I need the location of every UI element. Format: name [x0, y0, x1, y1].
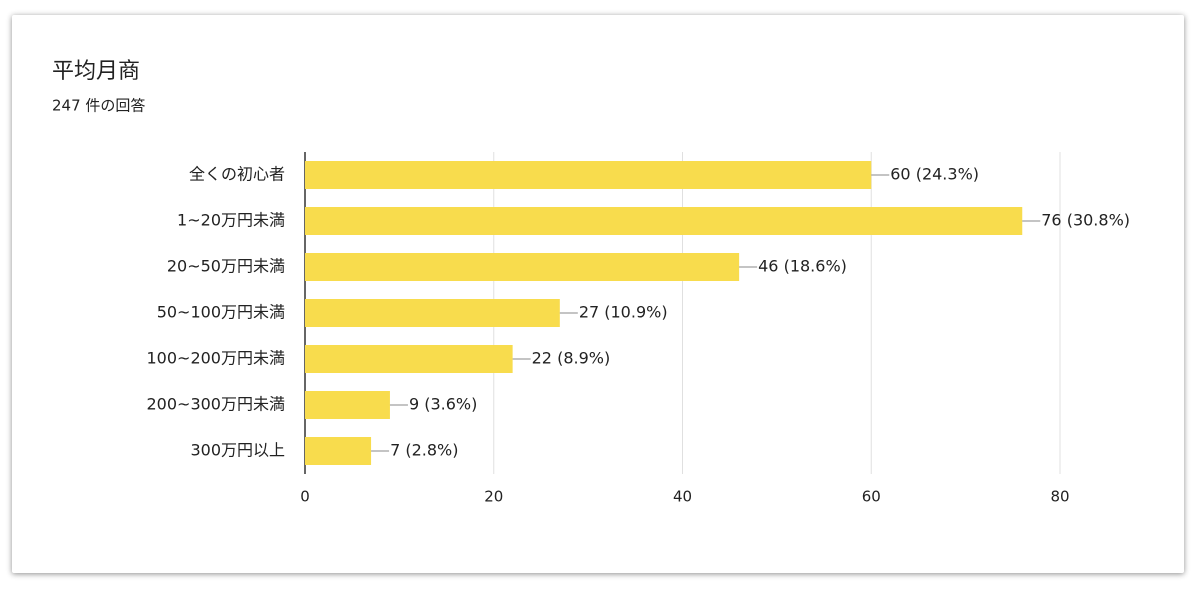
y-tick-label: 50~100万円未満	[157, 303, 285, 322]
card	[12, 15, 1184, 573]
x-tick-label: 0	[300, 488, 310, 506]
y-tick-label: 100~200万円未満	[147, 349, 286, 368]
y-tick-label: 20~50万円未満	[167, 257, 285, 276]
bar	[305, 161, 872, 189]
x-tick-label: 80	[1050, 488, 1069, 506]
x-tick-label: 60	[862, 488, 881, 506]
bar	[305, 299, 560, 327]
bar	[305, 253, 740, 281]
y-tick-label: 200~300万円未満	[147, 395, 286, 414]
value-label: 46 (18.6%)	[758, 257, 847, 276]
y-tick-label: 300万円以上	[190, 441, 285, 460]
x-tick-label: 20	[484, 488, 503, 506]
bar	[305, 391, 390, 419]
value-label: 9 (3.6%)	[409, 395, 477, 414]
y-tick-label: 1~20万円未満	[177, 211, 285, 230]
value-label: 22 (8.9%)	[532, 349, 611, 368]
chart-title: 平均月商	[52, 59, 140, 84]
chart-subtitle: 247 件の回答	[52, 97, 145, 115]
value-label: 76 (30.8%)	[1041, 211, 1130, 230]
y-tick-label: 全くの初心者	[189, 165, 285, 184]
value-label: 60 (24.3%)	[890, 165, 979, 184]
bar	[305, 345, 513, 373]
x-tick-label: 40	[673, 488, 692, 506]
bar	[305, 437, 372, 465]
value-label: 27 (10.9%)	[579, 303, 668, 322]
bar	[305, 207, 1023, 235]
value-label: 7 (2.8%)	[390, 441, 458, 460]
